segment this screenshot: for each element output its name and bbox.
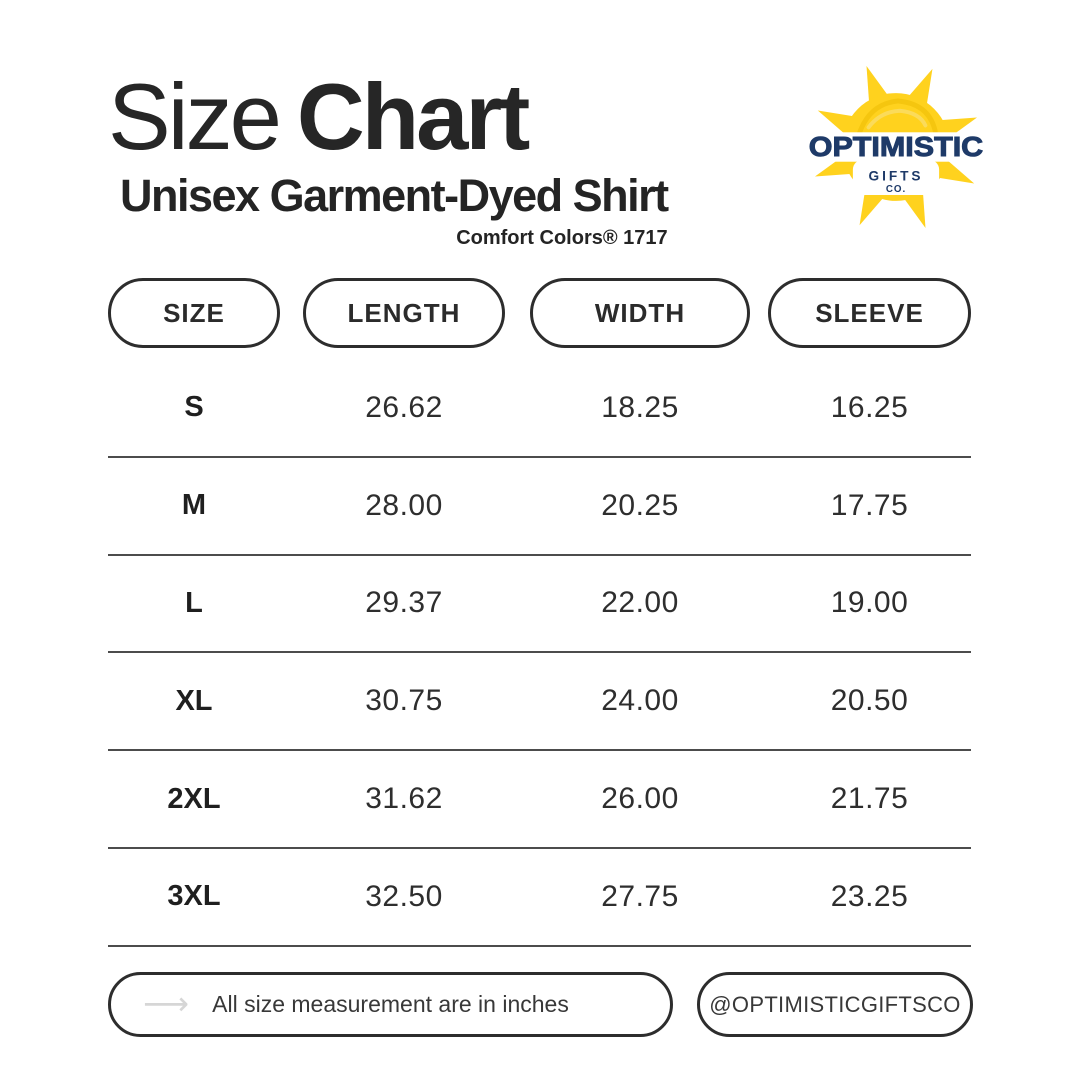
logo-brand-text: OPTIMISTIC <box>809 131 984 162</box>
size-label: 3XL <box>167 880 221 913</box>
width-value: 22.00 <box>601 586 679 620</box>
sleeve-value: 20.50 <box>830 684 909 718</box>
logo-subplate <box>852 159 940 196</box>
table-row: M 28.00 20.25 17.75 <box>108 458 971 556</box>
column-header-width-label: WIDTH <box>594 297 686 328</box>
sleeve-value: 21.75 <box>830 782 909 816</box>
measurement-note-pill: ⟶ All size measurement are in inches <box>108 972 673 1037</box>
sun-logo-icon: OPTIMISTIC GIFTS CO. <box>798 65 994 229</box>
sleeve-value: 17.75 <box>830 488 909 522</box>
size-label: S <box>184 391 204 424</box>
width-value: 18.25 <box>601 390 679 424</box>
length-value: 31.62 <box>365 782 443 816</box>
title-word-chart: Chart <box>296 64 530 169</box>
width-value: 20.25 <box>601 488 679 522</box>
size-label: 2XL <box>167 782 221 815</box>
table-row: L 29.37 22.00 19.00 <box>108 556 971 654</box>
subtitle-block: Unisex Garment-Dyed Shirt Comfort Colors… <box>120 170 669 250</box>
social-handle-text: @OPTIMISTICGIFTSCO <box>709 991 961 1017</box>
sun-scribble-top <box>856 98 938 138</box>
column-header-size: SIZE <box>108 278 280 348</box>
column-header-size-label: SIZE <box>163 297 225 328</box>
column-header-width: WIDTH <box>530 278 750 348</box>
size-label: XL <box>175 684 213 717</box>
width-value: 24.00 <box>601 684 679 718</box>
size-table: S 26.62 18.25 16.25 M 28.00 20.25 17.75 … <box>108 360 971 947</box>
size-label: M <box>181 489 207 522</box>
column-header-length: LENGTH <box>303 278 505 348</box>
width-value: 26.00 <box>601 782 679 816</box>
sleeve-value: 16.25 <box>830 390 909 424</box>
logo-band <box>798 132 994 162</box>
product-subtitle: Unisex Garment-Dyed Shirt <box>120 170 669 221</box>
size-label: L <box>185 586 203 619</box>
column-header-sleeve: SLEEVE <box>768 278 971 348</box>
column-header-sleeve-label: SLEEVE <box>815 297 924 328</box>
right-arrow-icon: ⟶ <box>143 983 189 1022</box>
brand-logo: OPTIMISTIC GIFTS CO. <box>798 58 994 236</box>
length-value: 30.75 <box>365 684 443 718</box>
footer: ⟶ All size measurement are in inches @OP… <box>108 972 973 1037</box>
table-row: XL 30.75 24.00 20.50 <box>108 653 971 752</box>
sleeve-value: 19.00 <box>830 586 909 620</box>
measurement-note-text: All size measurement are in inches <box>212 991 569 1017</box>
table-header-row: SIZE LENGTH WIDTH SLEEVE <box>108 278 971 348</box>
column-header-length-label: LENGTH <box>347 297 461 328</box>
sleeve-value: 23.25 <box>830 879 909 913</box>
sun-scribble-inner <box>866 108 928 130</box>
table-row: 2XL 31.62 26.00 21.75 <box>108 751 971 849</box>
length-value: 29.37 <box>365 586 443 620</box>
title-word-size: Size <box>108 64 282 169</box>
length-value: 26.62 <box>365 390 443 424</box>
product-model-note: Comfort Colors® 1717 <box>456 227 668 249</box>
logo-co-text: CO. <box>886 184 906 195</box>
width-value: 27.75 <box>601 879 679 913</box>
table-row: S 26.62 18.25 16.25 <box>108 360 971 458</box>
page-title: Size Chart <box>108 70 530 164</box>
table-row: 3XL 32.50 27.75 23.25 <box>108 849 971 947</box>
logo-gifts-text: GIFTS <box>869 168 924 183</box>
length-value: 28.00 <box>365 488 443 522</box>
length-value: 32.50 <box>365 879 443 913</box>
social-handle-pill[interactable]: @OPTIMISTICGIFTSCO <box>697 972 973 1037</box>
